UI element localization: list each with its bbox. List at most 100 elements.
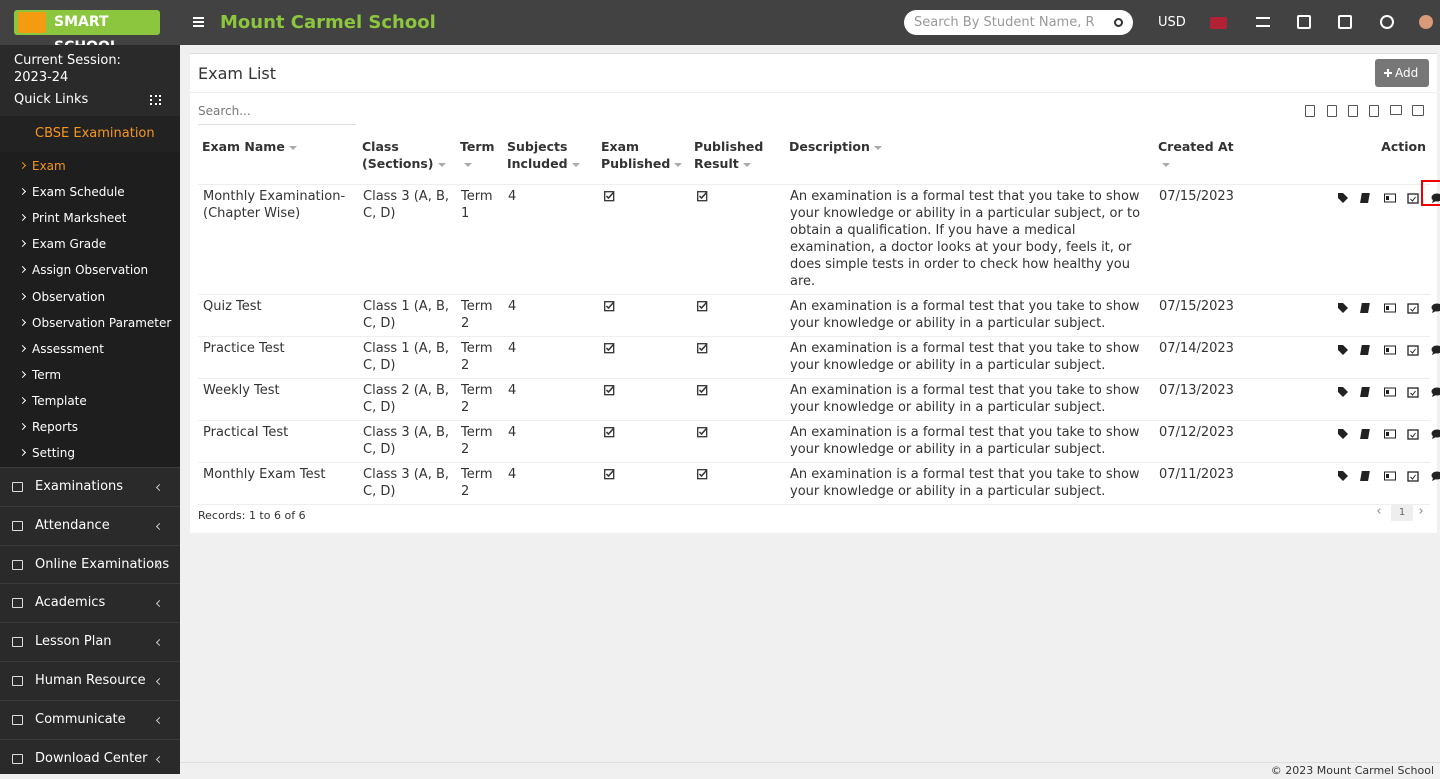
- exam-marks-button[interactable]: [1360, 344, 1372, 356]
- admit-card-button[interactable]: [1383, 386, 1396, 398]
- add-button[interactable]: Add: [1375, 59, 1429, 87]
- remarks-button[interactable]: [1431, 192, 1440, 204]
- exam-marks-button[interactable]: [1360, 192, 1372, 204]
- pdf-button[interactable]: [1369, 105, 1379, 117]
- session[interactable]: 2023-24: [14, 70, 69, 85]
- column-header[interactable]: Description: [785, 134, 1154, 185]
- cell: Term 2: [456, 378, 503, 421]
- column-header[interactable]: Created At: [1154, 134, 1240, 185]
- column-header[interactable]: Subjects Included: [503, 134, 597, 185]
- submenu-item[interactable]: Template: [32, 393, 87, 408]
- schedule-button[interactable]: [1407, 428, 1419, 440]
- column-header[interactable]: Exam Published: [597, 134, 690, 185]
- remarks-button[interactable]: [1431, 302, 1440, 314]
- exam-marks-button[interactable]: [1360, 302, 1372, 314]
- school-name: Mount Carmel School: [220, 12, 436, 33]
- exam-marks-button[interactable]: [1360, 386, 1372, 398]
- print-button[interactable]: [1390, 105, 1402, 115]
- cell: 4: [503, 184, 597, 295]
- currency[interactable]: USD: [1158, 15, 1186, 30]
- assign-subjects-button[interactable]: [1337, 192, 1349, 204]
- menu-item[interactable]: Lesson Plan: [0, 622, 180, 660]
- schedule-button[interactable]: [1407, 302, 1419, 314]
- admit-card-button[interactable]: [1383, 192, 1396, 204]
- excel-button[interactable]: [1327, 105, 1337, 117]
- whatsapp-icon[interactable]: [1380, 15, 1394, 29]
- logo[interactable]: SMART SCHOOL: [14, 10, 160, 55]
- submenu-bg: [0, 152, 180, 467]
- schedule-button[interactable]: [1407, 470, 1419, 482]
- menu-label: Lesson Plan: [35, 634, 112, 650]
- swap-icon[interactable]: [1256, 17, 1270, 27]
- columns-button[interactable]: [1412, 105, 1424, 116]
- exam-marks-button[interactable]: [1360, 428, 1372, 440]
- submenu-item[interactable]: Setting: [32, 446, 75, 461]
- submenu-item[interactable]: Assign Observation: [32, 263, 149, 278]
- task-icon[interactable]: [1338, 15, 1352, 29]
- cell: An examination is a formal test that you…: [785, 184, 1154, 295]
- assign-subjects-button[interactable]: [1337, 428, 1349, 440]
- cell: [597, 378, 690, 421]
- remarks-button[interactable]: [1431, 344, 1440, 356]
- schedule-button[interactable]: [1407, 344, 1419, 356]
- submenu-item[interactable]: Assessment: [32, 341, 104, 356]
- top-bar: SMART SCHOOL Mount Carmel School Search …: [0, 0, 1440, 55]
- cell: Monthly Exam Test: [198, 462, 358, 505]
- menu-item[interactable]: Communicate: [0, 699, 180, 738]
- remarks-button[interactable]: [1431, 386, 1440, 398]
- admit-card-button[interactable]: [1383, 302, 1396, 314]
- remarks-button[interactable]: [1431, 470, 1440, 482]
- menu-item[interactable]: Download Center: [0, 738, 180, 777]
- action-cell: [1240, 180, 1440, 295]
- prev-page[interactable]: [1377, 508, 1383, 514]
- copy-button[interactable]: [1305, 105, 1315, 117]
- menu-item[interactable]: Online Examinations: [0, 544, 180, 583]
- submenu-item[interactable]: Exam Schedule: [32, 185, 125, 200]
- submenu-item[interactable]: Print Marksheet: [32, 211, 127, 226]
- remarks-button[interactable]: [1431, 428, 1440, 440]
- submenu-item[interactable]: Observation: [32, 289, 106, 304]
- calendar-icon[interactable]: [1297, 15, 1311, 29]
- menu-item[interactable]: Academics: [0, 583, 180, 621]
- action-cell: [1240, 378, 1440, 421]
- assign-subjects-button[interactable]: [1337, 470, 1349, 482]
- admit-card-button[interactable]: [1383, 428, 1396, 440]
- schedule-button[interactable]: [1407, 386, 1419, 398]
- submenu-item[interactable]: Exam Grade: [32, 237, 107, 252]
- admit-card-button[interactable]: [1383, 470, 1396, 482]
- column-header[interactable]: Published Result: [690, 134, 785, 185]
- column-header[interactable]: Class (Sections): [358, 134, 456, 185]
- column-header[interactable]: Action: [1240, 134, 1430, 185]
- admit-card-button[interactable]: [1383, 344, 1396, 356]
- quick-links[interactable]: Quick Links: [14, 92, 89, 107]
- submenu-item[interactable]: Observation Parameter: [32, 315, 172, 330]
- cell: Class 1 (A, B, C, D): [358, 294, 456, 337]
- grid-icon[interactable]: [150, 95, 161, 105]
- actions: [1245, 424, 1440, 441]
- menu-item[interactable]: Examinations: [0, 467, 180, 505]
- next-page[interactable]: [1417, 508, 1423, 514]
- search-box[interactable]: Search By Student Name, R: [904, 10, 1133, 35]
- exam-marks-button[interactable]: [1360, 470, 1372, 482]
- flag[interactable]: [1210, 17, 1227, 29]
- cell: Class 3 (A, B, C, D): [358, 184, 456, 295]
- assign-subjects-button[interactable]: [1337, 302, 1349, 314]
- schedule-button[interactable]: [1407, 192, 1419, 204]
- action-cell: [1240, 462, 1440, 505]
- assign-subjects-button[interactable]: [1337, 344, 1349, 356]
- column-header[interactable]: Exam Name: [198, 134, 358, 185]
- submenu-item[interactable]: Exam: [32, 159, 66, 173]
- submenu-item[interactable]: Reports: [32, 420, 79, 434]
- menu-item[interactable]: Attendance: [0, 505, 180, 544]
- avatar[interactable]: [1419, 15, 1433, 29]
- assign-subjects-button[interactable]: [1337, 386, 1349, 398]
- page-number[interactable]: 1: [1391, 505, 1413, 521]
- column-header[interactable]: Term: [456, 134, 503, 185]
- submenu-item[interactable]: Term: [32, 367, 62, 382]
- table-search[interactable]: Search...: [198, 104, 356, 125]
- highlight-box: [1421, 180, 1440, 206]
- menu-item[interactable]: Human Resource: [0, 661, 180, 699]
- csv-button[interactable]: [1348, 105, 1358, 117]
- menu-toggle[interactable]: [193, 17, 204, 27]
- active-menu[interactable]: CBSE Examination: [0, 116, 180, 152]
